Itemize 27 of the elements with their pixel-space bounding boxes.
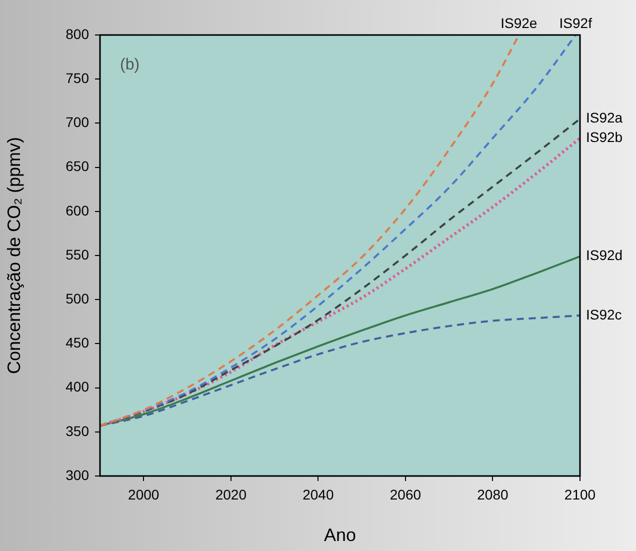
y-tick-label: 400 (66, 378, 90, 395)
y-tick-label: 750 (66, 70, 90, 86)
series-label: IS92e (500, 14, 538, 31)
y-tick-label: 550 (66, 246, 90, 262)
y-tick-label: 800 (66, 26, 90, 42)
y-axis-title: Concentração de CO₂ (ppmv) (4, 136, 24, 374)
y-tick-label: 600 (66, 202, 90, 218)
series-label: IS92b (586, 129, 623, 146)
y-tick-label: 300 (66, 466, 90, 483)
y-tick-label: 700 (66, 114, 90, 130)
y-tick-label: 650 (66, 158, 90, 174)
annotation: (b) (120, 56, 140, 74)
x-tick-label: 2080 (477, 486, 509, 502)
y-tick-label: 350 (66, 422, 90, 439)
x-tick-label: 2060 (390, 486, 422, 502)
x-tick-label: 2040 (302, 486, 334, 502)
y-tick-label: 450 (66, 334, 90, 351)
line-series (100, 255, 580, 427)
series-label: IS92a (586, 110, 623, 126)
x-axis-title: Ano (324, 525, 356, 546)
x-tick-label: 2000 (128, 486, 160, 502)
series-label: IS92d (586, 247, 623, 264)
series-label: IS92f (559, 14, 592, 31)
y-tick-label: 500 (66, 290, 90, 306)
x-tick-label: 2100 (564, 486, 596, 502)
series-label: IS92c (586, 306, 622, 322)
x-tick-label: 2020 (215, 486, 247, 502)
